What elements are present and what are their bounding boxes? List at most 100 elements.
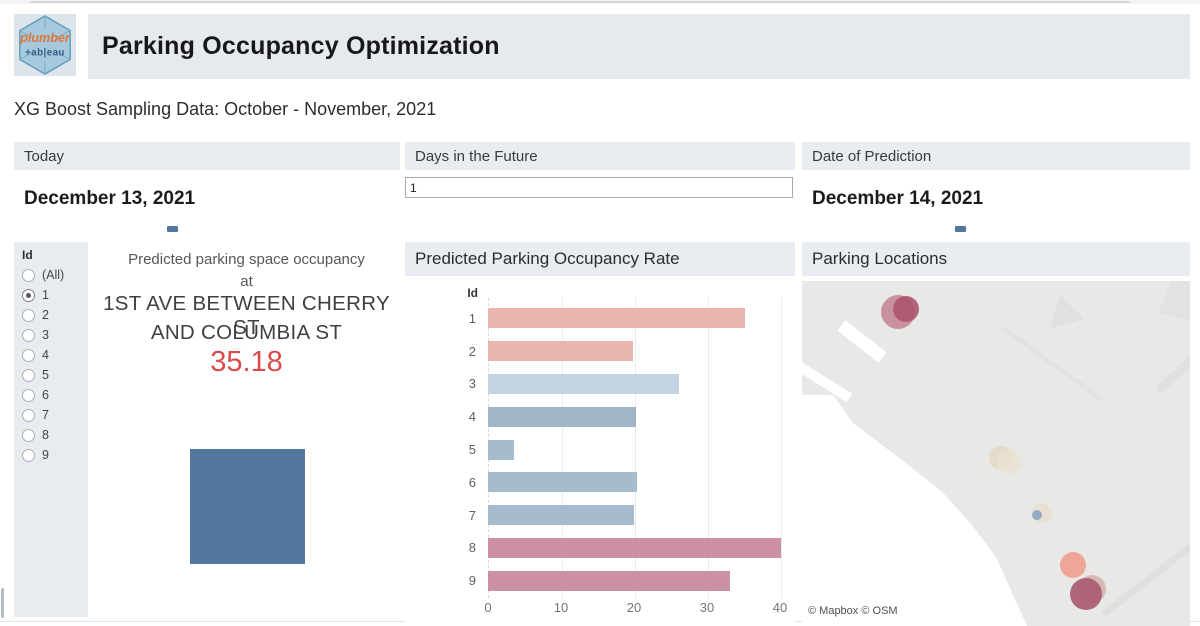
radio-label: 9	[42, 448, 49, 462]
map-marker-blue-small[interactable]	[1032, 510, 1042, 520]
bar-row: 7	[405, 499, 795, 532]
bar-row: 5	[405, 433, 795, 466]
days-in-future-header: Days in the Future	[405, 142, 795, 170]
bar-category-label: 3	[468, 376, 476, 392]
map-marker-beige-b[interactable]	[997, 450, 1021, 474]
map-title: Parking Locations	[802, 242, 1190, 276]
bar-track	[488, 433, 795, 466]
id-option-7[interactable]: 7	[14, 405, 88, 425]
hexagon-logo-icon: plumber +ab|eau	[19, 15, 71, 75]
id-option-3[interactable]: 3	[14, 325, 88, 345]
prediction-date: December 14, 2021	[812, 188, 984, 209]
radio-icon[interactable]	[22, 448, 35, 462]
bar-rows: 1 2 3 4 5 6 7 8 9	[405, 302, 795, 597]
map-road-shape	[837, 320, 887, 363]
radio-label: 3	[42, 328, 49, 342]
id-option-9[interactable]: 9	[14, 445, 88, 465]
vertical-scrollbar-thumb[interactable]	[1, 588, 4, 618]
bar-id-6[interactable]	[488, 472, 637, 493]
id-option-2[interactable]: 2	[14, 305, 88, 325]
bar-id-3[interactable]	[488, 373, 680, 394]
id-option-6[interactable]: 6	[14, 385, 88, 405]
bar-track	[488, 335, 795, 368]
highlight-heading-line1: Predicted parking space occupancy	[128, 251, 365, 268]
prediction-date-mark	[955, 226, 966, 232]
gridline	[781, 298, 782, 598]
predicted-occupancy-value: 35.18	[210, 346, 283, 378]
map-marker-rose-top[interactable]	[893, 296, 919, 322]
bar-category-label: 6	[468, 474, 476, 490]
bar-id-9[interactable]	[488, 570, 731, 591]
id-option-8[interactable]: 8	[14, 425, 88, 445]
radio-icon[interactable]	[22, 348, 35, 362]
radio-label: 6	[42, 388, 49, 402]
bar-category-label: 2	[468, 343, 476, 359]
logo-text-tableau: +ab|eau	[25, 48, 65, 59]
title-bar: Parking Occupancy Optimization	[88, 14, 1190, 79]
bar-track	[488, 400, 795, 433]
gridline	[635, 298, 636, 598]
radio-icon[interactable]	[22, 388, 35, 402]
x-tick-label: 30	[699, 600, 715, 615]
bar-category-label: 5	[468, 442, 476, 458]
map-marker-rose-bottom[interactable]	[1070, 578, 1102, 610]
radio-label: 2	[42, 308, 49, 322]
map-attribution: © Mapbox © OSM	[802, 602, 906, 620]
bar-category-label: 7	[468, 507, 476, 523]
highlight-heading-line2: at	[240, 273, 253, 290]
bar-row: 1	[405, 302, 795, 335]
gridline	[562, 298, 563, 598]
id-option-all[interactable]: (All)	[14, 265, 88, 285]
x-tick-label: 10	[553, 600, 569, 615]
bar-row: 3	[405, 368, 795, 401]
radio-icon[interactable]	[22, 408, 35, 422]
today-date: December 13, 2021	[24, 188, 196, 209]
bar-track	[488, 564, 795, 597]
x-tick-label: 20	[626, 600, 642, 615]
x-tick-label: 40	[772, 600, 788, 615]
radio-icon[interactable]	[22, 268, 35, 282]
bar-id-5[interactable]	[488, 439, 515, 460]
radio-label: (All)	[42, 268, 65, 282]
chart-title: Predicted Parking Occupancy Rate	[405, 242, 795, 276]
parking-locations-panel: Parking Locations © Mapbox © OSM	[802, 242, 1190, 626]
id-filter-title: Id	[22, 248, 33, 262]
bar-id-1[interactable]	[488, 308, 745, 329]
bar-id-4[interactable]	[488, 406, 637, 427]
id-option-5[interactable]: 5	[14, 365, 88, 385]
app-logo: plumber +ab|eau	[14, 14, 76, 76]
map-road-shape	[1101, 543, 1190, 618]
highlight-location-line1: 1ST AVE BETWEEN CHERRY ST	[103, 292, 390, 339]
map-marker-salmon[interactable]	[1060, 552, 1086, 578]
bar-track	[488, 302, 795, 335]
map-road-shape	[1001, 326, 1103, 401]
bar-track	[488, 368, 795, 401]
bar-category-label: 9	[468, 573, 476, 589]
page-subtitle: XG Boost Sampling Data: October - Novemb…	[14, 99, 437, 119]
id-option-1[interactable]: 1	[14, 285, 88, 305]
id-option-4[interactable]: 4	[14, 345, 88, 365]
id-filter-panel: Id (All) 1 2 3 4 5 6 7 8 9	[14, 242, 88, 617]
radio-icon[interactable]	[22, 308, 35, 322]
x-tick-label: 0	[484, 600, 492, 615]
radio-selected-icon[interactable]	[22, 288, 35, 302]
date-of-prediction-header: Date of Prediction	[802, 142, 1190, 170]
horizontal-scrollbar-thumb[interactable]	[30, 1, 1130, 3]
radio-icon[interactable]	[22, 428, 35, 442]
horizontal-scrollbar[interactable]	[0, 0, 1200, 4]
bar-id-8[interactable]	[488, 537, 781, 558]
occupancy-rate-chart-panel: Predicted Parking Occupancy Rate Id 1 2 3 4…	[405, 242, 795, 626]
radio-icon[interactable]	[22, 368, 35, 382]
bar-id-7[interactable]	[488, 505, 634, 526]
map-canvas[interactable]: © Mapbox © OSM	[802, 281, 1190, 626]
radio-icon[interactable]	[22, 328, 35, 342]
occupancy-square-mark[interactable]	[190, 449, 305, 564]
bar-category-label: 8	[468, 540, 476, 556]
logo-text-plumber: plumber	[19, 31, 71, 45]
today-header: Today	[14, 142, 400, 170]
radio-label: 5	[42, 368, 49, 382]
days-in-future-input[interactable]	[405, 177, 793, 198]
bar-id-2[interactable]	[488, 341, 633, 362]
radio-label: 7	[42, 408, 49, 422]
